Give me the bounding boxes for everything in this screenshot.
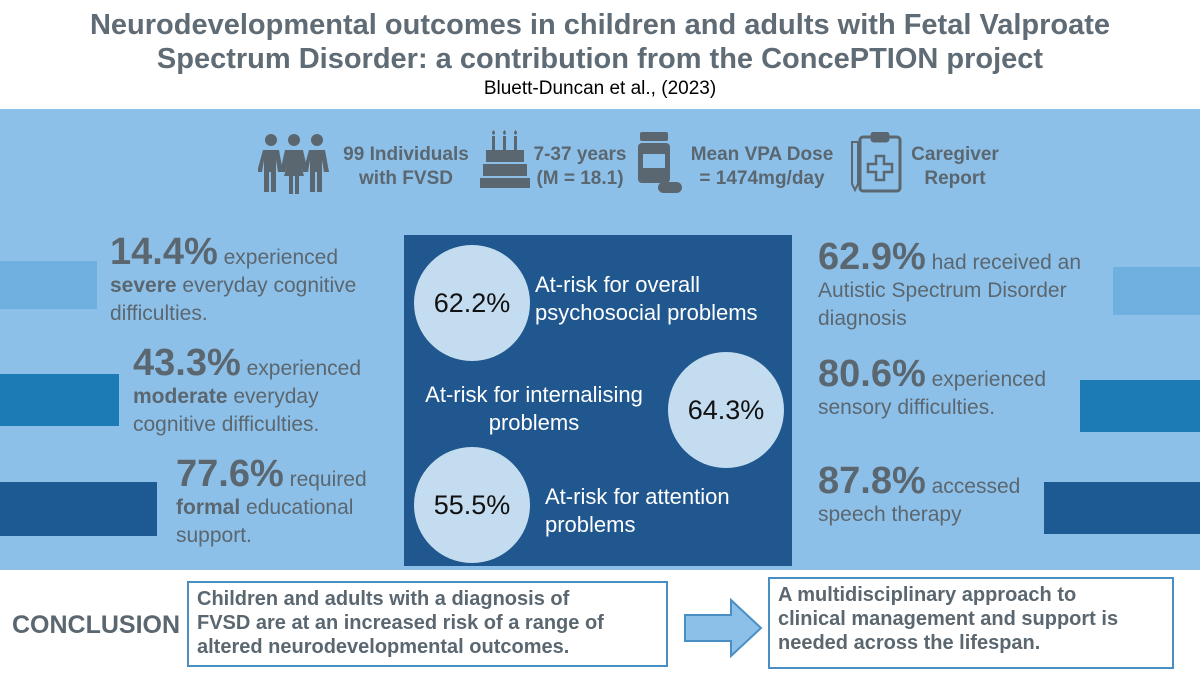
center-circle-2: 64.3% <box>668 352 784 468</box>
center-text-3: At-risk for attention problems <box>545 484 730 537</box>
summary-age: 7-37 years (M = 18.1) <box>533 144 627 189</box>
center-circle-1: 62.2% <box>414 245 530 361</box>
title-line-1: Neurodevelopmental outcomes in children … <box>89 9 1111 41</box>
conclusion-box-recommendation: A multidisciplinary approach to clinical… <box>768 577 1174 669</box>
conclusion-label: CONCLUSION <box>12 611 181 639</box>
authors: Bluett-Duncan et al., (2023) <box>483 78 717 99</box>
people-icon <box>258 134 329 194</box>
right-bar-1 <box>1113 267 1200 315</box>
arrow-right-icon <box>684 598 763 658</box>
birthday-cake-icon <box>480 130 530 188</box>
summary-dose: Mean VPA Dose = 1474mg/day <box>690 144 834 189</box>
clipboard-medical-icon <box>851 132 902 193</box>
conclusion-box-findings: Children and adults with a diagnosis of … <box>187 581 668 667</box>
left-stat-1: 14.4% experienced severe everyday cognit… <box>110 231 357 325</box>
left-stat-2: 43.3% experienced moderate everyday cogn… <box>133 342 361 436</box>
right-stat-1: 62.9% had received an Autistic Spectrum … <box>818 236 1082 330</box>
title-line-2: Spectrum Disorder: a contribution from t… <box>156 43 1044 75</box>
medicine-bottle-icon <box>638 132 682 193</box>
center-text-1: At-risk for overall psychosocial problem… <box>535 272 758 325</box>
right-stat-3: 87.8% accessed speech therapy <box>818 460 1021 526</box>
center-circle-3: 55.5% <box>414 447 530 563</box>
right-stat-2: 80.6% experienced sensory difficulties. <box>818 353 1046 419</box>
left-stat-3: 77.6% required formal educational suppor… <box>176 453 367 547</box>
right-bar-3 <box>1044 482 1200 534</box>
center-text-2: At-risk for internalising problems <box>425 382 643 435</box>
summary-individuals: 99 Individuals with FVSD <box>343 144 469 189</box>
left-bar-3 <box>0 482 157 536</box>
left-bar-2 <box>0 374 119 426</box>
right-bar-2 <box>1080 380 1200 432</box>
summary-report: Caregiver Report <box>911 144 999 189</box>
left-bar-1 <box>0 261 97 309</box>
page-title: Neurodevelopmental outcomes in children … <box>0 8 1200 76</box>
